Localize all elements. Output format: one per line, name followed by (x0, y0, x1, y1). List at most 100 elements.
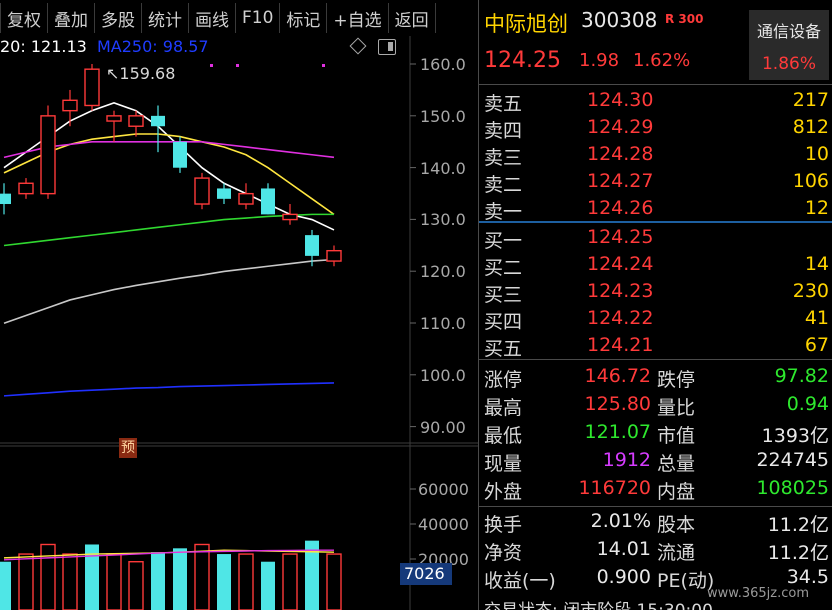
ask-price: 124.26 (587, 197, 654, 219)
candle-body (217, 188, 231, 199)
ask-vol: 217 (792, 89, 829, 111)
kline-chart-panel[interactable]: 20: 121.13 MA250: 98.57 ↖159.68 160.0 150… (0, 36, 478, 610)
ask-row[interactable]: 卖五 124.30 217 (479, 87, 832, 115)
ask-row[interactable]: 卖三 124.28 10 (479, 141, 832, 169)
stats-label: 跌停 (657, 369, 696, 391)
bid-label: 买二 (484, 257, 523, 279)
price-tick-label: 160.0 (420, 55, 466, 74)
ma20-readout: 20: 121.13 (0, 37, 87, 56)
bid-row[interactable]: 买五 124.21 67 (479, 332, 832, 360)
ma-readout: 20: 121.13 MA250: 98.57 (0, 37, 209, 56)
bid-price: 124.23 (587, 280, 654, 302)
candle-body (261, 188, 275, 215)
candle-body (173, 141, 187, 168)
candle-body (0, 193, 11, 205)
order-book-divider (479, 221, 832, 223)
price-tick-label: 110.0 (420, 314, 466, 333)
ask-row[interactable]: 卖二 124.27 106 (479, 168, 832, 196)
panel-toggle-icon[interactable] (378, 39, 396, 55)
bid-row[interactable]: 买一 124.25 (479, 224, 832, 252)
volume-bar (128, 561, 144, 610)
divider (479, 359, 832, 360)
volume-bar (194, 543, 210, 610)
volume-ma-line-1 (3, 549, 334, 561)
ask-vol: 10 (804, 143, 829, 165)
ask-price: 124.30 (587, 89, 654, 111)
signal-marker (210, 64, 213, 67)
toolbar-button-0[interactable]: 复权 (0, 3, 48, 33)
stats-label: 最高 (484, 397, 523, 419)
toolbar-button-3[interactable]: 统计 (142, 3, 189, 33)
sector-name: 通信设备 (756, 22, 821, 41)
toolbar-button-7[interactable]: +自选 (327, 3, 389, 33)
stats-label: 内盘 (657, 481, 696, 503)
candle-body (128, 115, 144, 127)
stats-value: 116720 (578, 477, 651, 499)
toolbar-button-6[interactable]: 标记 (280, 3, 328, 33)
toolbar-button-2[interactable]: 多股 (95, 3, 142, 33)
ma250-readout: MA250: 98.57 (97, 37, 209, 56)
bid-label: 买四 (484, 311, 523, 333)
sector-button[interactable]: 通信设备 1.86% (749, 10, 829, 80)
bid-row[interactable]: 买四 124.22 41 (479, 305, 832, 333)
stock-code: 300308 (581, 8, 658, 32)
ma-line-2 (3, 140, 335, 159)
ask-label: 卖五 (484, 93, 523, 115)
stats-value: 121.07 (584, 421, 651, 443)
volume-bar (326, 553, 342, 610)
watermark: www.365jz.com (707, 586, 809, 601)
toolbar-button-1[interactable]: 叠加 (48, 3, 95, 33)
ask-price: 124.29 (587, 116, 654, 138)
candle-body (194, 177, 210, 205)
stats-value: 108025 (756, 477, 829, 499)
volume-tick-label: 40000 (418, 515, 469, 534)
stats-label: 净资 (484, 542, 523, 564)
stats-value: 2.01% (590, 510, 651, 532)
stats-value: 34.5 (786, 566, 829, 588)
price-tick-label: 100.0 (420, 365, 466, 385)
stats-row: 净资 14.01 流通 11.2亿 (479, 536, 832, 564)
stats-label: 量比 (657, 397, 696, 419)
stock-name: 中际旭创 (484, 12, 568, 36)
stats-value: 97.82 (774, 365, 829, 387)
toolbar-button-8[interactable]: 返回 (389, 3, 436, 33)
volume-bar (261, 561, 275, 610)
kline-chart[interactable] (0, 36, 478, 610)
stats-row: 现量 1912 总量 224745 (479, 447, 832, 475)
bid-row[interactable]: 买三 124.23 230 (479, 278, 832, 306)
volume-bar (106, 553, 122, 610)
volume-bar (40, 543, 56, 610)
candle-body (40, 115, 56, 195)
ask-label: 卖三 (484, 147, 523, 169)
volume-bar (238, 553, 254, 610)
ask-price: 124.27 (587, 170, 654, 192)
bid-label: 买三 (484, 284, 523, 306)
stats-label: 股本 (657, 514, 696, 536)
peak-price-label: ↖159.68 (106, 64, 176, 83)
ma-line-4 (3, 258, 335, 325)
signal-marker (236, 64, 239, 67)
toolbar-button-5[interactable]: F10 (236, 3, 281, 33)
ask-row[interactable]: 卖一 124.26 12 (479, 195, 832, 223)
ask-label: 卖四 (484, 120, 523, 142)
stats-row: 最高 125.80 量比 0.94 (479, 391, 832, 419)
price-tick-label: 130.0 (420, 210, 466, 230)
quote-panel: 中际旭创 300308 R 300 124.25 1.98 1.62% 通信设备… (478, 0, 832, 610)
candle-body (305, 235, 319, 256)
ma-line-1 (3, 133, 335, 216)
stats-value: 0.900 (596, 566, 651, 588)
last-price: 124.25 (484, 48, 561, 73)
candle-body (151, 115, 165, 127)
bid-label: 买一 (484, 230, 523, 252)
volume-bar (217, 554, 231, 610)
pre-badge[interactable]: 预 (119, 438, 137, 458)
ask-row[interactable]: 卖四 124.29 812 (479, 114, 832, 142)
price-tick-label: 140.0 (420, 158, 466, 178)
toolbar-button-4[interactable]: 画线 (189, 3, 236, 33)
bid-row[interactable]: 买二 124.24 14 (479, 251, 832, 279)
price-change: 1.98 (579, 50, 620, 71)
stats-value: 11.2亿 (767, 542, 829, 564)
ask-vol: 812 (792, 116, 829, 138)
ask-vol: 12 (804, 197, 829, 219)
volume-bar (85, 544, 99, 610)
